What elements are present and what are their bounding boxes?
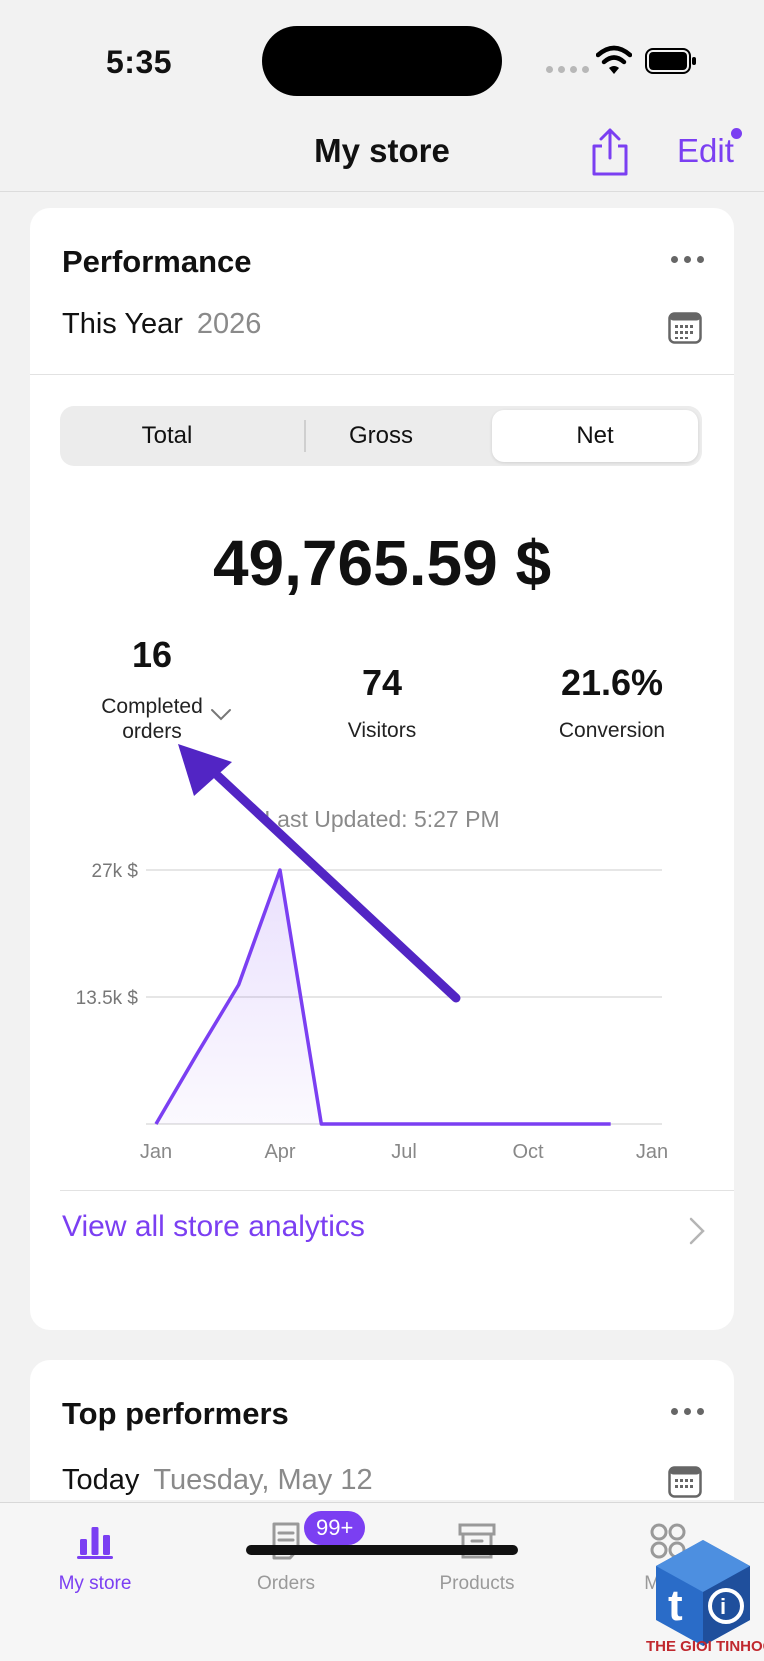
top-period-label: Today — [62, 1464, 140, 1496]
chart-x-tick-label: Oct — [512, 1141, 544, 1163]
period-value: 2026 — [196, 308, 262, 340]
completed-orders-label-line2: orders — [122, 720, 182, 743]
edit-button[interactable]: Edit — [677, 132, 734, 169]
period-label: This Year — [62, 308, 183, 340]
grid-circles-icon — [650, 1523, 686, 1559]
chevron-right-icon[interactable] — [688, 1216, 706, 1246]
view-analytics-link[interactable]: View all store analytics — [62, 1210, 365, 1243]
conversion-value: 21.6% — [560, 662, 664, 703]
top-performers-card: Top performers Today Tuesday, May 12 — [30, 1360, 734, 1500]
divider — [30, 374, 734, 375]
visitors-label: Visitors — [347, 719, 417, 742]
svg-text:i: i — [720, 1594, 726, 1619]
last-updated-text: Last Updated: 5:27 PM — [264, 806, 500, 832]
tab-bar: My store Orders 99+ Products Menu — [0, 1502, 764, 1661]
svg-text:t: t — [668, 1581, 683, 1630]
revenue-chart: 13.5k $ 27k $ Jan Apr Jul Oct Jan — [76, 861, 668, 1163]
tab-my-store[interactable]: My store — [0, 1521, 190, 1595]
more-options-icon[interactable] — [671, 1408, 704, 1415]
tab-label: My store — [58, 1573, 132, 1594]
status-time: 5:35 — [106, 44, 173, 80]
tab-products[interactable]: Products — [382, 1521, 572, 1595]
segment-total[interactable]: Total — [141, 422, 193, 449]
conversion-stat: 21.6% Conversion — [512, 662, 712, 743]
more-options-icon[interactable] — [671, 256, 704, 263]
chart-y-tick-label: 13.5k $ — [76, 988, 139, 1009]
visitors-stat: 74 Visitors — [292, 662, 472, 743]
net-revenue-amount: 49,765.59 $ — [212, 527, 552, 599]
top-period-value: Tuesday, May 12 — [153, 1464, 373, 1496]
bar-chart-icon — [77, 1527, 113, 1559]
document-icon — [272, 1522, 300, 1560]
tab-label: Orders — [256, 1573, 316, 1594]
completed-orders-label-line1: Completed — [101, 695, 203, 718]
status-bar: 5:35 — [0, 0, 764, 120]
archive-box-icon — [458, 1523, 496, 1559]
chart-x-tick-label: Jan — [636, 1141, 668, 1163]
completed-orders-value: 16 — [131, 634, 173, 675]
chart-x-tick-label: Apr — [264, 1141, 295, 1163]
top-performers-period[interactable]: Today Tuesday, May 12 — [62, 1464, 373, 1497]
watermark-text: THE GIOI TINHOC — [646, 1638, 764, 1655]
performance-card: Performance This Year 2026 Total Gross Ne… — [30, 208, 734, 1330]
performance-title: Performance — [62, 244, 252, 279]
chart-y-tick-label: 27k $ — [92, 861, 139, 882]
revenue-type-segmented-control: Total Gross Net — [60, 406, 702, 466]
battery-icon — [645, 48, 696, 74]
conversion-label: Conversion — [558, 719, 666, 742]
cellular-signal-icon — [546, 66, 589, 73]
calendar-icon[interactable] — [668, 312, 702, 344]
page-title: My store — [314, 132, 450, 169]
dynamic-island — [262, 26, 502, 96]
chart-x-tick-label: Jul — [391, 1141, 417, 1163]
orders-count-badge: 99+ — [304, 1511, 366, 1545]
segment-separator — [304, 420, 306, 452]
segment-gross[interactable]: Gross — [348, 422, 413, 449]
completed-orders-stat[interactable]: 16 Completed orders — [72, 634, 232, 744]
calendar-icon[interactable] — [668, 1466, 702, 1498]
segment-net[interactable]: Net — [492, 410, 698, 462]
wifi-icon — [596, 45, 632, 74]
period-selector[interactable]: This Year 2026 — [62, 308, 261, 341]
chart-x-tick-label: Jan — [140, 1141, 172, 1163]
visitors-value: 74 — [361, 662, 403, 703]
notification-dot — [731, 128, 742, 139]
navigation-bar: My store Edit — [0, 118, 764, 192]
share-icon[interactable] — [588, 124, 632, 178]
divider — [60, 1190, 734, 1191]
chevron-down-icon[interactable] — [210, 708, 232, 722]
tab-label: Products — [439, 1573, 515, 1594]
watermark-logo: t i — [656, 1540, 750, 1646]
home-indicator — [246, 1545, 518, 1555]
top-performers-title: Top performers — [62, 1396, 289, 1431]
